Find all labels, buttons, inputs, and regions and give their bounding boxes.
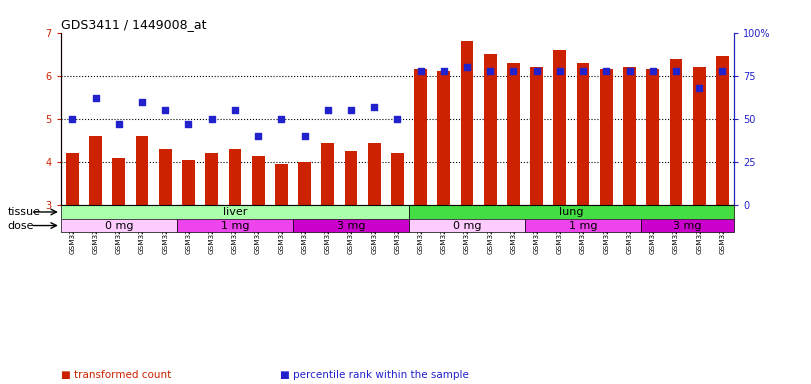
Bar [623, 67, 636, 205]
Point [600, 68, 613, 74]
Text: 0 mg: 0 mg [453, 220, 481, 230]
Point [182, 121, 195, 127]
Bar [177, 219, 293, 232]
Bar [321, 142, 334, 205]
Bar [461, 41, 474, 205]
Text: 3 mg: 3 mg [673, 220, 702, 230]
Point [113, 121, 126, 127]
Bar [646, 69, 659, 205]
Text: tissue: tissue [7, 207, 41, 217]
Point [437, 68, 450, 74]
Point [693, 85, 706, 91]
Bar [716, 56, 729, 205]
Text: liver: liver [223, 207, 247, 217]
Bar [61, 219, 177, 232]
Point [623, 68, 636, 74]
Bar [577, 63, 590, 205]
Point [135, 99, 148, 105]
Bar [670, 58, 682, 205]
Bar [693, 67, 706, 205]
Bar [484, 54, 496, 205]
Point [553, 68, 566, 74]
Bar [409, 219, 525, 232]
Point [275, 116, 288, 122]
Text: GDS3411 / 1449008_at: GDS3411 / 1449008_at [61, 18, 206, 31]
Text: lung: lung [560, 207, 584, 217]
Bar [600, 69, 612, 205]
Bar [391, 154, 404, 205]
Point [251, 133, 264, 139]
Bar [66, 154, 79, 205]
Bar [525, 219, 642, 232]
Bar [293, 219, 409, 232]
Point [229, 107, 242, 113]
Point [577, 68, 590, 74]
Text: 1 mg: 1 mg [221, 220, 249, 230]
Bar [409, 205, 734, 219]
Point [507, 68, 520, 74]
Point [530, 68, 543, 74]
Text: 3 mg: 3 mg [337, 220, 365, 230]
Text: 0 mg: 0 mg [105, 220, 133, 230]
Bar [113, 158, 125, 205]
Bar [298, 162, 311, 205]
Text: ■ transformed count: ■ transformed count [61, 370, 171, 380]
Point [483, 68, 496, 74]
Bar [642, 219, 734, 232]
Bar [89, 136, 102, 205]
Point [89, 95, 102, 101]
Point [414, 68, 427, 74]
Point [716, 68, 729, 74]
Point [367, 104, 380, 110]
Bar [368, 142, 380, 205]
Bar [553, 50, 566, 205]
Bar [61, 205, 409, 219]
Bar [135, 136, 148, 205]
Bar [437, 71, 450, 205]
Point [298, 133, 311, 139]
Bar [229, 149, 242, 205]
Bar [530, 67, 543, 205]
Point [461, 64, 474, 70]
Bar [251, 156, 264, 205]
Point [646, 68, 659, 74]
Bar [507, 63, 520, 205]
Bar [414, 69, 427, 205]
Text: dose: dose [7, 220, 34, 230]
Point [669, 68, 682, 74]
Bar [159, 149, 172, 205]
Point [345, 107, 358, 113]
Text: ■ percentile rank within the sample: ■ percentile rank within the sample [280, 370, 469, 380]
Point [321, 107, 334, 113]
Bar [275, 164, 288, 205]
Bar [205, 154, 218, 205]
Bar [182, 160, 195, 205]
Bar [345, 151, 358, 205]
Point [159, 107, 172, 113]
Point [205, 116, 218, 122]
Text: 1 mg: 1 mg [569, 220, 598, 230]
Point [391, 116, 404, 122]
Point [66, 116, 79, 122]
